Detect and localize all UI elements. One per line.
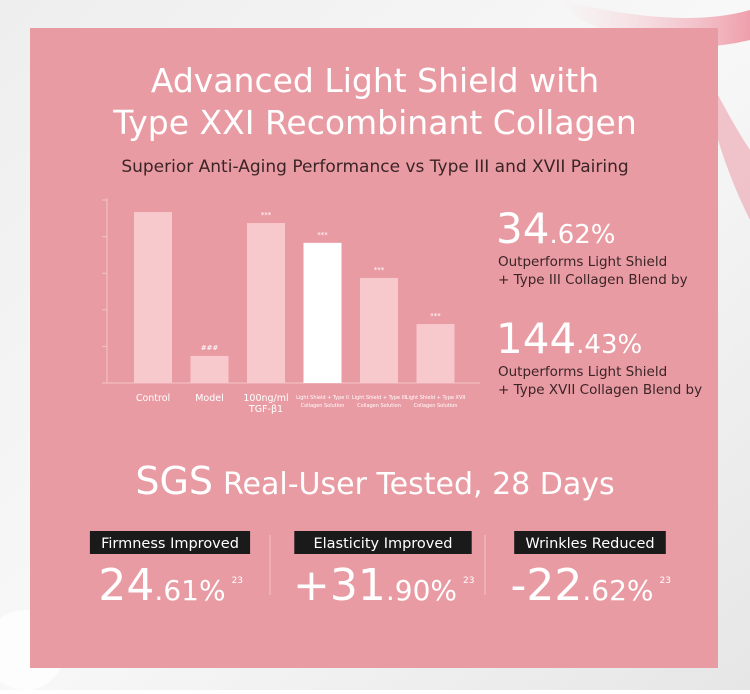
significance-label: ### xyxy=(201,344,219,352)
sgs-heading: SGS Real-User Tested, 28 Days xyxy=(135,459,614,503)
comparison-value: 144.43% xyxy=(496,314,642,363)
title: Advanced Light Shield with xyxy=(151,61,599,100)
x-tick-label: Light Shield + Type XVII xyxy=(406,395,466,401)
comparison-text: + Type XVII Collagen Blend by xyxy=(498,382,702,398)
x-tick-label: TGF-β1 xyxy=(248,404,283,415)
result-label-box xyxy=(514,531,666,554)
result-value: -22.62% xyxy=(510,560,653,611)
bar xyxy=(416,324,455,383)
significance-label: *** xyxy=(430,312,441,320)
result-note: 23 xyxy=(660,576,671,586)
result-value: +31.90% xyxy=(293,560,457,611)
sgs-rest: Real-User Tested, 28 Days xyxy=(223,467,615,502)
comparison-text: + Type III Collagen Blend by xyxy=(498,272,688,288)
bar xyxy=(190,355,229,383)
bar xyxy=(303,242,342,383)
sgs-lead: SGS xyxy=(135,459,213,503)
comparison-value: 34.62% xyxy=(496,204,616,253)
bar xyxy=(134,212,172,383)
x-tick-label: Collagen Solution xyxy=(414,403,458,409)
x-tick-label: Light Shield + Type II xyxy=(296,395,349,401)
title: Type XXI Recombinant Collagen xyxy=(112,103,637,142)
result-label: Firmness Improved xyxy=(101,536,239,552)
result-label-box xyxy=(89,531,251,554)
x-tick-label: Collagen Solution xyxy=(301,403,345,409)
result-value: 24.61% xyxy=(98,560,225,611)
result-label: Elasticity Improved xyxy=(313,536,452,552)
x-tick-label: 100ng/ml xyxy=(243,393,288,404)
result-note: 23 xyxy=(463,576,474,586)
subtitle: Superior Anti-Aging Performance vs Type … xyxy=(121,157,628,177)
significance-label: *** xyxy=(261,211,272,219)
bar xyxy=(247,223,285,383)
comparison-text: Outperforms Light Shield xyxy=(498,254,667,270)
significance-label: *** xyxy=(374,266,385,274)
result-label: Wrinkles Reduced xyxy=(525,536,654,552)
result-note: 23 xyxy=(232,576,243,586)
x-tick-label: Model xyxy=(195,393,224,404)
comparison-text: Outperforms Light Shield xyxy=(498,364,667,380)
significance-label: *** xyxy=(317,231,328,239)
x-tick-label: Control xyxy=(136,393,170,404)
bar xyxy=(360,277,398,383)
x-tick-label: Collagen Solution xyxy=(357,403,401,409)
result-label-box xyxy=(294,531,472,554)
x-tick-label: Light Shield + Type III xyxy=(352,395,406,401)
